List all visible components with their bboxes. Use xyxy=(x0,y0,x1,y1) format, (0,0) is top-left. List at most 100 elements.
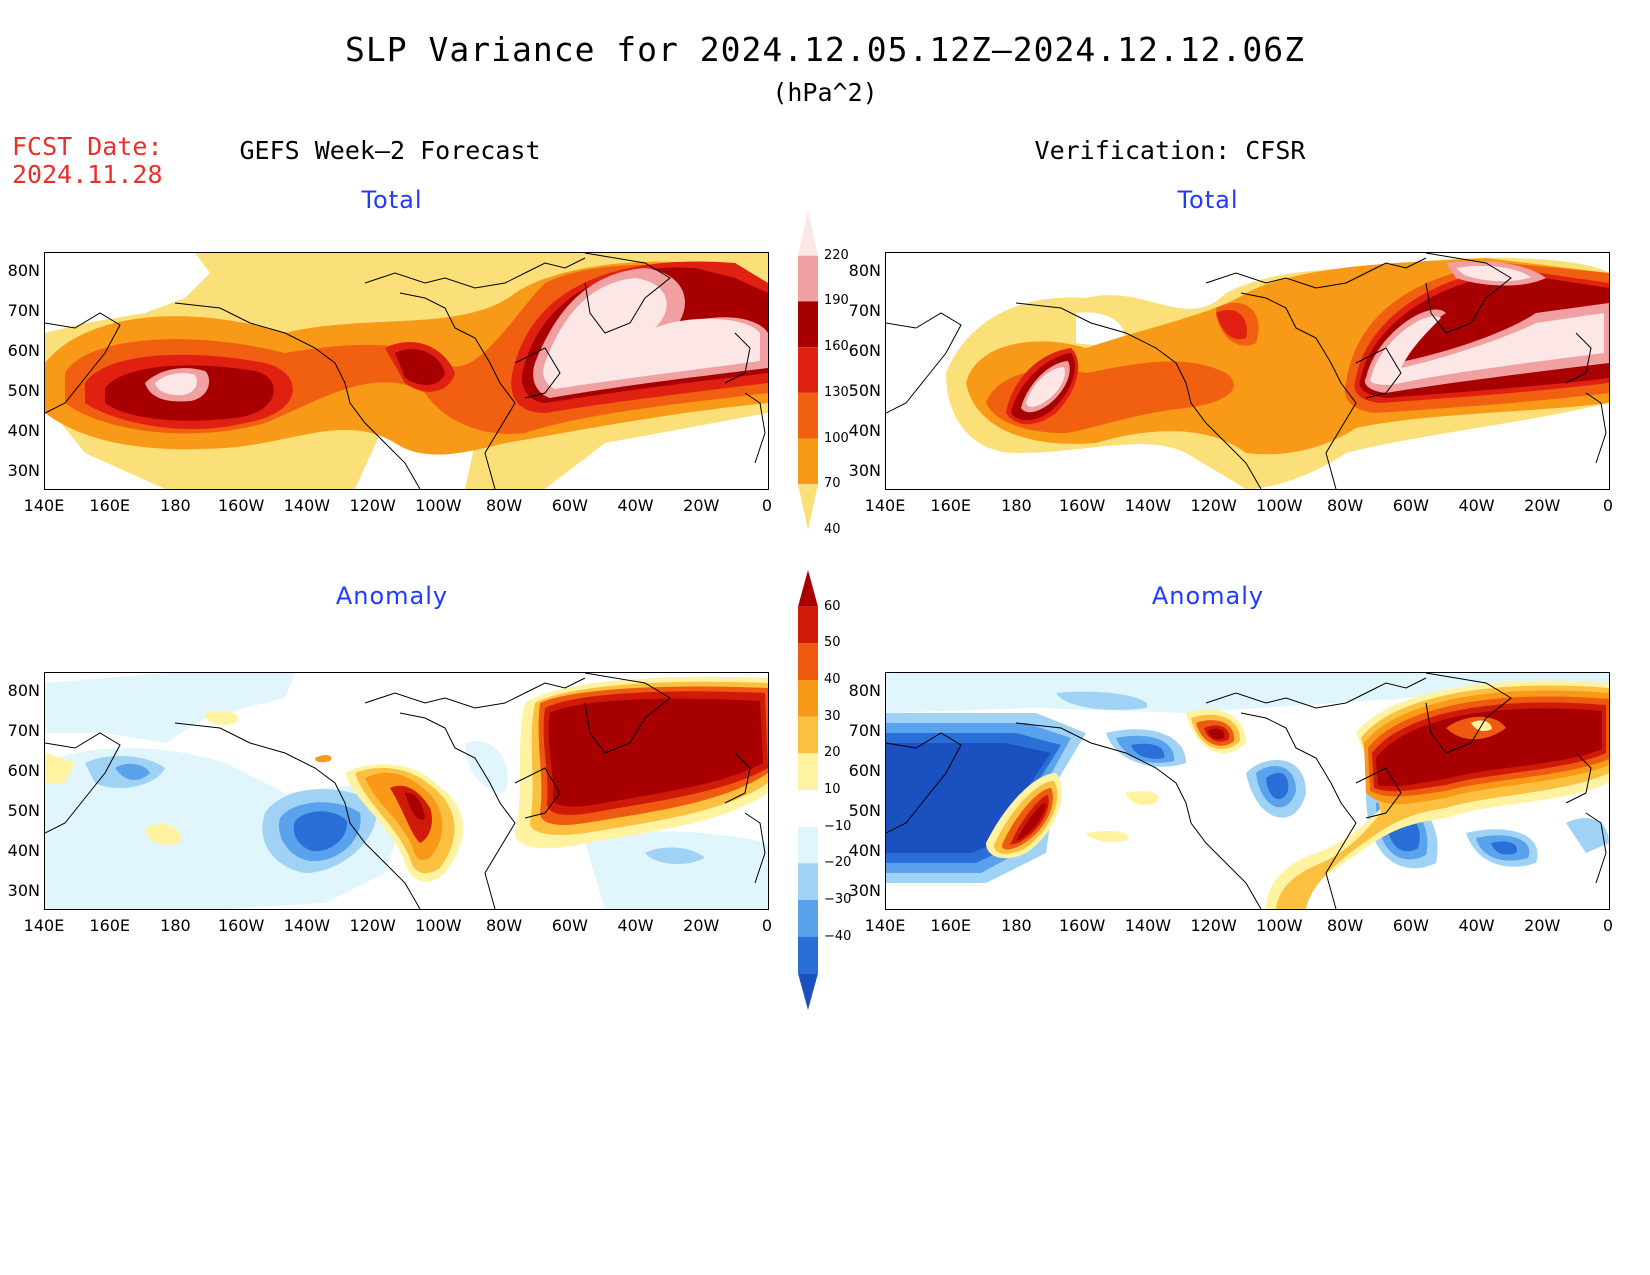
colorbar-swatch xyxy=(798,863,818,900)
lon-tick-tl: 40W xyxy=(617,496,654,515)
lat-tick-br: 50N xyxy=(848,801,881,820)
lat-tick-br: 70N xyxy=(848,721,881,740)
colorbar-swatch xyxy=(798,255,818,302)
lon-tick-tr: 180 xyxy=(1001,496,1032,515)
lat-tick-tl: 50N xyxy=(7,381,40,400)
lon-tick-bl: 160E xyxy=(89,916,131,935)
lon-tick-br: 100W xyxy=(1256,916,1303,935)
colorbar-swatch xyxy=(798,753,818,790)
lon-tick-tr: 160W xyxy=(1058,496,1106,515)
units-label: (hPa^2) xyxy=(772,78,878,107)
colorbar-swatch xyxy=(798,438,818,485)
colorbar-swatch xyxy=(798,716,818,754)
colorbar-level-label: 40 xyxy=(824,522,841,537)
lon-tick-tl: 140W xyxy=(283,496,331,515)
lon-tick-tl: 180 xyxy=(160,496,191,515)
lon-tick-br: 140W xyxy=(1124,916,1172,935)
lon-tick-tr: 0 xyxy=(1602,496,1614,515)
colorbar-swatch xyxy=(798,680,818,717)
colorbar-level-label: 160 xyxy=(824,339,849,355)
colorbar-level-label: 30 xyxy=(824,708,841,724)
colorbar-level-label: 10 xyxy=(824,782,841,797)
colorbar-level-label: 20 xyxy=(824,745,841,761)
fcst-date: 2024.11.28 xyxy=(12,160,163,189)
colorbar-level-label: −30 xyxy=(824,892,852,907)
lat-tick-tr: 40N xyxy=(848,421,881,440)
lon-tick-tl: 60W xyxy=(551,496,588,515)
lon-tick-br: 0 xyxy=(1602,916,1614,935)
colorbar-swatch xyxy=(798,643,818,680)
lon-tick-bl: 160W xyxy=(217,916,265,935)
panel-title-br: Anomaly xyxy=(1151,582,1265,610)
lat-tick-bl: 30N xyxy=(7,881,40,900)
colorbar-swatch xyxy=(798,210,818,256)
colorbar-level-label: 70 xyxy=(824,476,841,492)
lon-tick-tl: 140E xyxy=(23,496,65,515)
panel-title-tr: Total xyxy=(1177,186,1239,214)
colorbar-level-label: 130 xyxy=(824,384,849,400)
lat-tick-bl: 70N xyxy=(7,721,40,740)
colorbar-swatch xyxy=(798,790,818,827)
lon-tick-tr: 160E xyxy=(930,496,972,515)
lon-tick-bl: 80W xyxy=(485,916,523,935)
lon-tick-tr: 20W xyxy=(1524,496,1561,515)
lon-tick-tl: 80W xyxy=(485,496,523,515)
total-colorbar xyxy=(798,210,818,530)
lon-tick-br: 20W xyxy=(1524,916,1561,935)
lat-tick-tr: 30N xyxy=(848,461,881,480)
lon-tick-tl: 20W xyxy=(683,496,720,515)
colorbar-swatch xyxy=(798,900,818,937)
lon-tick-tl: 160W xyxy=(217,496,265,515)
lon-tick-bl: 20W xyxy=(683,916,720,935)
panel-title-bl: Anomaly xyxy=(335,582,449,610)
lon-tick-bl: 140W xyxy=(283,916,331,935)
colorbar-swatch xyxy=(798,301,818,348)
lon-tick-tl: 0 xyxy=(761,496,773,515)
map-verification-total xyxy=(885,252,1610,490)
lon-tick-bl: 140E xyxy=(23,916,65,935)
lat-tick-bl: 50N xyxy=(7,801,40,820)
colorbar-level-label: −20 xyxy=(824,855,852,871)
lat-tick-bl: 80N xyxy=(7,681,40,700)
map-forecast-total xyxy=(44,252,769,490)
colorbar-level-label: 100 xyxy=(824,430,849,446)
colorbar-swatch xyxy=(798,973,818,1010)
colorbar-level-label: −40 xyxy=(824,928,852,944)
map-forecast-anomaly xyxy=(44,672,769,910)
lon-tick-br: 40W xyxy=(1458,916,1495,935)
lat-tick-tr: 50N xyxy=(848,381,881,400)
lat-tick-bl: 40N xyxy=(7,841,40,860)
colorbar-swatch xyxy=(798,484,818,530)
colorbar-level-label: −10 xyxy=(824,818,852,834)
map-verification-anomaly xyxy=(885,672,1610,910)
lon-tick-bl: 100W xyxy=(415,916,462,935)
panel-title-tl: Total xyxy=(361,186,423,214)
lon-tick-tr: 40W xyxy=(1458,496,1495,515)
lat-tick-bl: 60N xyxy=(7,761,40,780)
lat-tick-tl: 40N xyxy=(7,421,40,440)
lon-tick-tr: 100W xyxy=(1256,496,1303,515)
lon-tick-tr: 120W xyxy=(1190,496,1237,515)
fcst-date-block: FCST Date: 2024.11.28 xyxy=(12,133,163,189)
lon-tick-br: 160W xyxy=(1058,916,1106,935)
lon-tick-bl: 120W xyxy=(349,916,396,935)
lat-tick-br: 80N xyxy=(848,681,881,700)
lon-tick-br: 120W xyxy=(1190,916,1237,935)
colorbar-level-label: 190 xyxy=(824,293,849,309)
lon-tick-bl: 60W xyxy=(551,916,588,935)
colorbar-swatch xyxy=(798,826,818,864)
lon-tick-tl: 120W xyxy=(349,496,396,515)
lat-tick-tl: 30N xyxy=(7,461,40,480)
colorbar-swatch xyxy=(798,606,818,644)
colorbar-swatch xyxy=(798,936,818,974)
lon-tick-tr: 140E xyxy=(864,496,906,515)
colorbar-level-label: 50 xyxy=(824,635,841,651)
lat-tick-br: 30N xyxy=(848,881,881,900)
lat-tick-tr: 60N xyxy=(848,341,881,360)
colorbar-swatch xyxy=(798,570,818,607)
lon-tick-tl: 100W xyxy=(415,496,462,515)
lon-tick-bl: 40W xyxy=(617,916,654,935)
colorbar-level-label: 60 xyxy=(824,598,841,614)
lat-tick-br: 60N xyxy=(848,761,881,780)
lon-tick-br: 80W xyxy=(1326,916,1364,935)
